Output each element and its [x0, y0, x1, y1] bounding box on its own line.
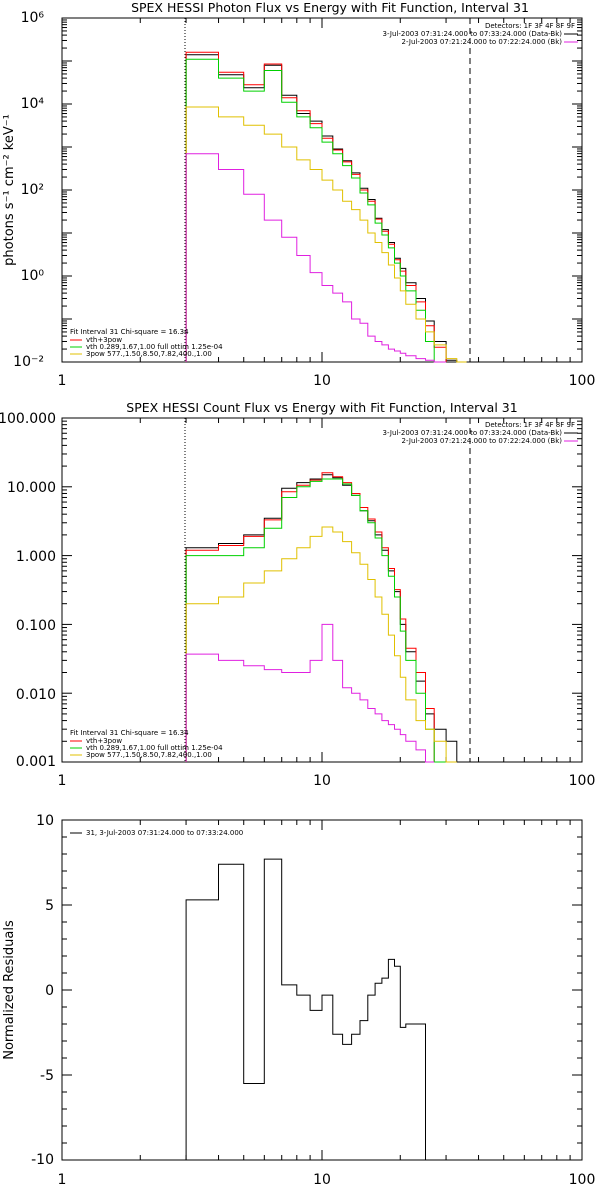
photon-flux-legend-bk: 2-Jul-2003 07:21:24.000 to 07:22:24.000 …	[402, 38, 563, 46]
count-flux-fit-header: Fit Interval 31 Chi-square = 16.34	[70, 729, 189, 737]
count-flux-legend-bk: 2-Jul-2003 07:21:24.000 to 07:22:24.000 …	[402, 437, 563, 445]
photon-flux-detectors: Detectors: 1F 3F 4F 8F 9F	[485, 22, 575, 30]
residuals-residuals-histogram	[185, 858, 426, 1160]
count-flux-xtick-label-10: 10	[313, 773, 331, 789]
residuals-series	[185, 858, 426, 1160]
residuals-ylabel: Normalized Residuals	[2, 920, 17, 1060]
count-flux-fit-legend-total: vth+3pow	[86, 737, 122, 745]
photon-flux-fit-vth-histogram	[185, 58, 447, 363]
photon-flux-ytick-label-1e6: 10⁶	[21, 10, 45, 26]
count-flux-series	[185, 472, 467, 763]
residuals-ytick-label-10: 10	[36, 813, 54, 829]
count-flux-ytick-label-0p001: 0.001	[16, 754, 56, 770]
count-flux-ytick-label-0p1: 0.100	[16, 618, 56, 634]
photon-flux-ytick-label-1e2: 10²	[21, 182, 44, 198]
count-flux-fit-legend-3pow: 3pow 577.,1.50,8.50,7.82,400.,1.00	[86, 751, 212, 759]
count-flux-xtick-label-100: 100	[569, 773, 596, 789]
residuals-ytick-label-5: 5	[45, 898, 54, 914]
residuals-ytick-label-0: 0	[45, 983, 54, 999]
photon-flux-fit-3pow-histogram	[185, 106, 467, 363]
count-flux-ytick-label-1: 1.000	[16, 549, 56, 565]
count-flux-fit-legend-vth: vth 0.289,1.67,1.00 full ottim 1.25e-04	[86, 744, 223, 752]
count-flux-frame	[61, 417, 583, 763]
count-flux-fit-total-histogram	[185, 472, 435, 762]
photon-flux-series	[185, 51, 479, 363]
photon-flux-background-histogram	[185, 153, 447, 363]
photon-flux-fit-total-histogram	[185, 51, 447, 362]
photon-flux-ticks	[61, 18, 582, 363]
residuals-ticks	[61, 819, 582, 1161]
photon-flux-ytick-label-1e0: 10⁰	[21, 268, 45, 284]
photon-flux-fit-legend-3pow: 3pow 577.,1.50,8.50,7.82,400.,1.00	[86, 350, 212, 358]
photon-flux-fit-legend-vth: vth 0.289,1.67,1.00 full ottim 1.25e-04	[86, 343, 223, 351]
photon-flux-panel: SPEX HESSI Photon Flux vs Energy with Fi…	[2, 0, 595, 389]
count-flux-fit-3pow-histogram	[185, 526, 457, 763]
count-flux-ytick-label-10: 10.000	[7, 480, 56, 496]
count-flux-ytick-label-0p01: 0.010	[16, 687, 56, 703]
photon-flux-data-minus-bk-histogram	[185, 54, 479, 363]
residuals-panel: Normalized Residuals 10 5 0 -5 -10 1 10 …	[2, 813, 595, 1188]
count-flux-data-minus-bk-histogram	[185, 474, 467, 763]
photon-flux-ytick-label-1e4: 10⁴	[21, 96, 45, 112]
count-flux-fit-vth-histogram	[185, 478, 447, 763]
count-flux-ytick-label-100: 100.000	[0, 411, 56, 427]
residuals-ytick-label-neg10: -10	[31, 1152, 54, 1168]
residuals-xtick-label-10: 10	[313, 1172, 331, 1188]
residuals-legend: 31, 3-Jul-2003 07:31:24.000 to 07:33:24.…	[86, 829, 243, 837]
photon-flux-xtick-label-1: 1	[58, 373, 67, 389]
residuals-xtick-label-1: 1	[58, 1172, 67, 1188]
photon-flux-fit-legend-total: vth+3pow	[86, 336, 122, 344]
count-flux-legend-data: 3-Jul-2003 07:31:24.000 to 07:33:24.000 …	[383, 429, 563, 437]
count-flux-xtick-label-1: 1	[58, 773, 67, 789]
count-flux-ticks	[61, 418, 582, 763]
photon-flux-title: SPEX HESSI Photon Flux vs Energy with Fi…	[131, 0, 529, 15]
photon-flux-frame	[61, 17, 583, 363]
residuals-xtick-label-100: 100	[569, 1172, 596, 1188]
residuals-frame	[61, 819, 583, 1161]
count-flux-detectors: Detectors: 1F 3F 4F 8F 9F	[485, 421, 575, 429]
photon-flux-xtick-label-100: 100	[569, 373, 596, 389]
photon-flux-fit-header: Fit Interval 31 Chi-square = 16.34	[70, 328, 189, 336]
count-flux-title: SPEX HESSI Count Flux vs Energy with Fit…	[126, 400, 517, 415]
photon-flux-ylabel: photons s⁻¹ cm⁻² keV⁻¹	[2, 114, 17, 266]
photon-flux-ytick-label-1e-2: 10⁻²	[13, 354, 44, 370]
count-flux-panel: SPEX HESSI Count Flux vs Energy with Fit…	[0, 400, 595, 789]
photon-flux-xtick-label-10: 10	[313, 373, 331, 389]
photon-flux-legend-data: 3-Jul-2003 07:31:24.000 to 07:33:24.000 …	[383, 30, 563, 38]
residuals-ytick-label-neg5: -5	[40, 1068, 54, 1084]
count-flux-background-histogram	[185, 623, 435, 763]
